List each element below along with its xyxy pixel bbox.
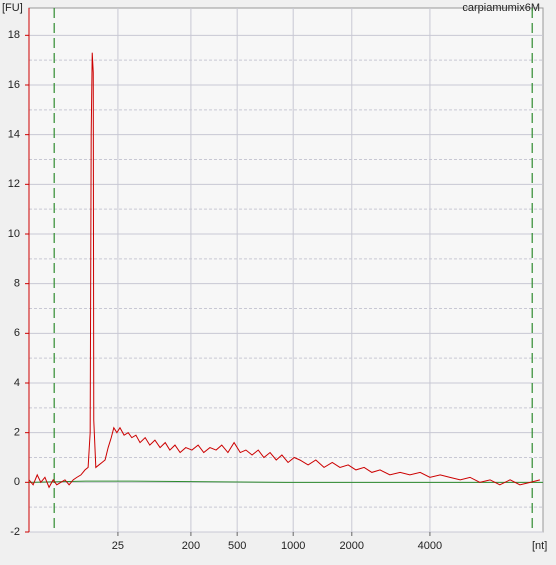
y-tick-label: -2 bbox=[10, 526, 20, 538]
x-tick-label: 2000 bbox=[340, 540, 364, 552]
plot-area bbox=[28, 7, 544, 533]
y-tick-label: 16 bbox=[8, 79, 20, 91]
y-tick-label: 0 bbox=[14, 476, 20, 488]
x-tick-label: 200 bbox=[182, 540, 200, 552]
trace-line bbox=[28, 52, 541, 489]
x-tick-label: 25 bbox=[112, 540, 124, 552]
y-axis-label: [FU] bbox=[2, 2, 23, 14]
y-tick-label: 2 bbox=[14, 427, 20, 439]
y-tick-label: 12 bbox=[8, 178, 20, 190]
y-tick-label: 14 bbox=[8, 129, 20, 141]
x-tick-label: 500 bbox=[228, 540, 246, 552]
y-tick-label: 10 bbox=[8, 228, 20, 240]
x-tick-label: 4000 bbox=[418, 540, 442, 552]
y-tick-label: 8 bbox=[14, 278, 20, 290]
chart-title: carpiamumix6M bbox=[462, 2, 540, 14]
x-tick-label: 1000 bbox=[281, 540, 305, 552]
x-axis-label: [nt] bbox=[532, 540, 547, 552]
y-tick-label: 4 bbox=[14, 377, 20, 389]
y-tick-label: 18 bbox=[8, 29, 20, 41]
y-tick-label: 6 bbox=[14, 327, 20, 339]
